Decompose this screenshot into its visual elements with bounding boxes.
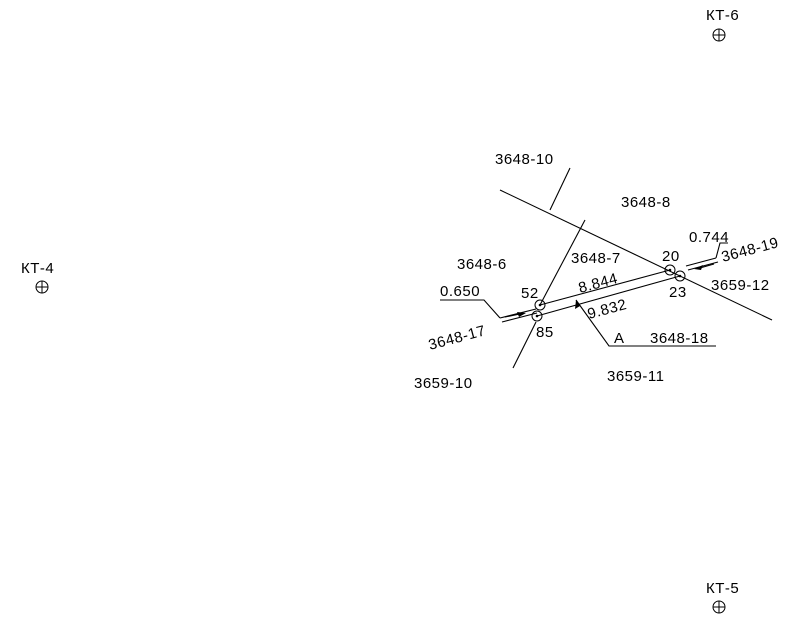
parcel-label-3648-7: 3648-7 bbox=[571, 250, 621, 267]
parcel-label-3659-11: 3659-11 bbox=[607, 368, 664, 385]
leader-line bbox=[715, 242, 728, 259]
strip-edge-bottom bbox=[536, 275, 681, 317]
parcel-label-3659-10: 3659-10 bbox=[414, 375, 473, 392]
parcel-label-3648-18: 3648-18 bbox=[650, 330, 709, 347]
vertex-52 bbox=[534, 299, 546, 311]
width-leader-left bbox=[440, 299, 526, 319]
point-number-85: 85 bbox=[536, 324, 554, 341]
boundary-line-bottom bbox=[512, 321, 537, 369]
vertex-icon bbox=[664, 264, 676, 276]
parcel-label-3648-10: 3648-10 bbox=[495, 151, 554, 168]
vertex-23 bbox=[674, 270, 686, 282]
strip-extension-right-bottom bbox=[687, 261, 719, 271]
section-a-leader bbox=[575, 299, 716, 347]
vertex-icon bbox=[534, 299, 546, 311]
parcel-label-3659-12: 3659-12 bbox=[711, 277, 770, 294]
point-number-20: 20 bbox=[662, 248, 680, 265]
vertex-icon bbox=[531, 310, 543, 322]
control-point-label: КТ-5 bbox=[706, 580, 739, 597]
leader-line bbox=[575, 299, 716, 347]
control-point-kt4: КТ-4 bbox=[21, 260, 54, 294]
boundary-line-middle bbox=[539, 219, 586, 306]
point-number-52: 52 bbox=[521, 285, 539, 302]
arrow-icon bbox=[694, 265, 703, 270]
boundary-lines bbox=[499, 167, 773, 369]
section-marker-a: А bbox=[614, 330, 625, 347]
control-point-label: КТ-4 bbox=[21, 260, 54, 277]
measurement-width-left: 0.650 bbox=[440, 283, 480, 300]
control-point-kt5: КТ-5 bbox=[706, 580, 739, 614]
leader-line bbox=[440, 299, 501, 319]
strip-extension-left-bottom bbox=[501, 312, 538, 323]
vertex-85 bbox=[531, 310, 543, 322]
control-point-label: КТ-6 bbox=[706, 7, 739, 24]
vertex-icon bbox=[674, 270, 686, 282]
parcel-label-3648-8: 3648-8 bbox=[621, 194, 671, 211]
arrow-icon bbox=[575, 300, 580, 309]
strip-edge-top bbox=[539, 269, 671, 306]
parcel-label-3648-6: 3648-6 bbox=[457, 256, 507, 273]
width-leader-right bbox=[694, 242, 728, 270]
boundary-line-top bbox=[549, 167, 571, 211]
parcel-label-3648-17: 3648-17 bbox=[427, 322, 488, 354]
control-point-kt6: КТ-6 bbox=[706, 7, 739, 42]
boundary-line-main bbox=[499, 189, 773, 321]
point-number-23: 23 bbox=[669, 284, 687, 301]
arrow-icon bbox=[517, 312, 526, 317]
strip-extension-right-top bbox=[685, 257, 717, 267]
vertex-20 bbox=[664, 264, 676, 276]
measurement-length-top: 8.844 bbox=[577, 270, 620, 297]
measurement-width-right: 0.744 bbox=[689, 229, 729, 246]
